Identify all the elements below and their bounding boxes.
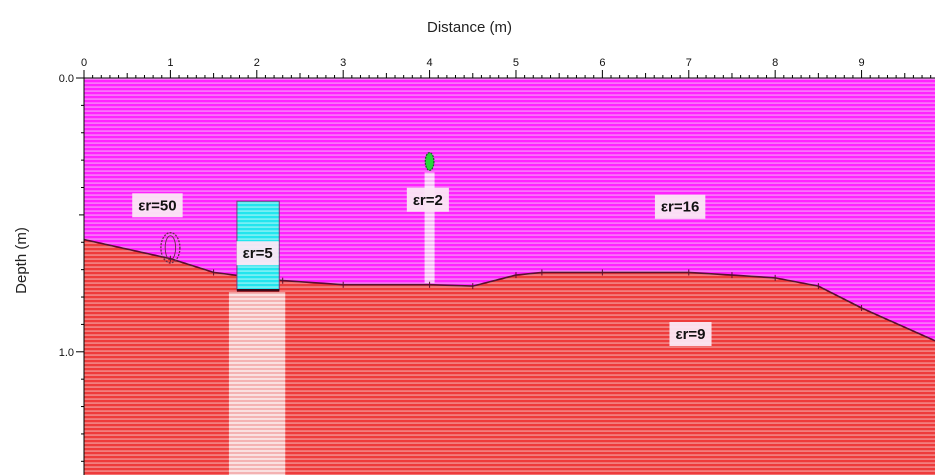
x-axis-ticks: 0 1 2 3 4 5 6 7 8 9: [81, 57, 932, 78]
label-text: εr=50: [138, 197, 176, 214]
label-object-er50: εr=50: [132, 193, 183, 218]
plot-area: [84, 78, 935, 475]
x-tick-label: 8: [772, 57, 778, 69]
label-text: εr=2: [413, 192, 443, 209]
y-axis-title: Depth (m): [13, 227, 30, 294]
label-upper-layer: εr=16: [654, 194, 706, 219]
x-tick-label: 5: [513, 57, 519, 69]
high-permittivity-object-inner: [164, 235, 177, 261]
lower-layer-region: [84, 239, 935, 475]
x-tick-label: 4: [427, 57, 433, 69]
x-tick-label: 7: [686, 57, 692, 69]
x-tick-label: 6: [599, 57, 605, 69]
y-tick-label: 1.0: [59, 347, 74, 359]
air-void-object: [424, 152, 435, 172]
x-axis-title: Distance (m): [427, 19, 512, 36]
interface-markers: [169, 255, 863, 311]
label-object-er2: εr=2: [406, 187, 449, 212]
x-tick-label: 0: [81, 57, 87, 69]
label-object-er5: εr=5: [236, 241, 279, 266]
void-shadow-column: [424, 172, 435, 283]
x-tick-label: 2: [254, 57, 260, 69]
label-text: εr=5: [243, 245, 273, 262]
label-text: εr=16: [661, 199, 699, 216]
x-tick-label: 9: [859, 57, 865, 69]
x-tick-label: 1: [167, 57, 173, 69]
y-tick-label: 0.0: [59, 73, 74, 85]
x-tick-label: 3: [340, 57, 346, 69]
label-lower-layer: εr=9: [669, 321, 712, 346]
y-axis-ticks: 0.0 1.0: [59, 73, 84, 462]
high-permittivity-object: [160, 232, 181, 264]
pipe-shadow-column: [228, 292, 286, 475]
label-text: εr=9: [675, 326, 705, 343]
